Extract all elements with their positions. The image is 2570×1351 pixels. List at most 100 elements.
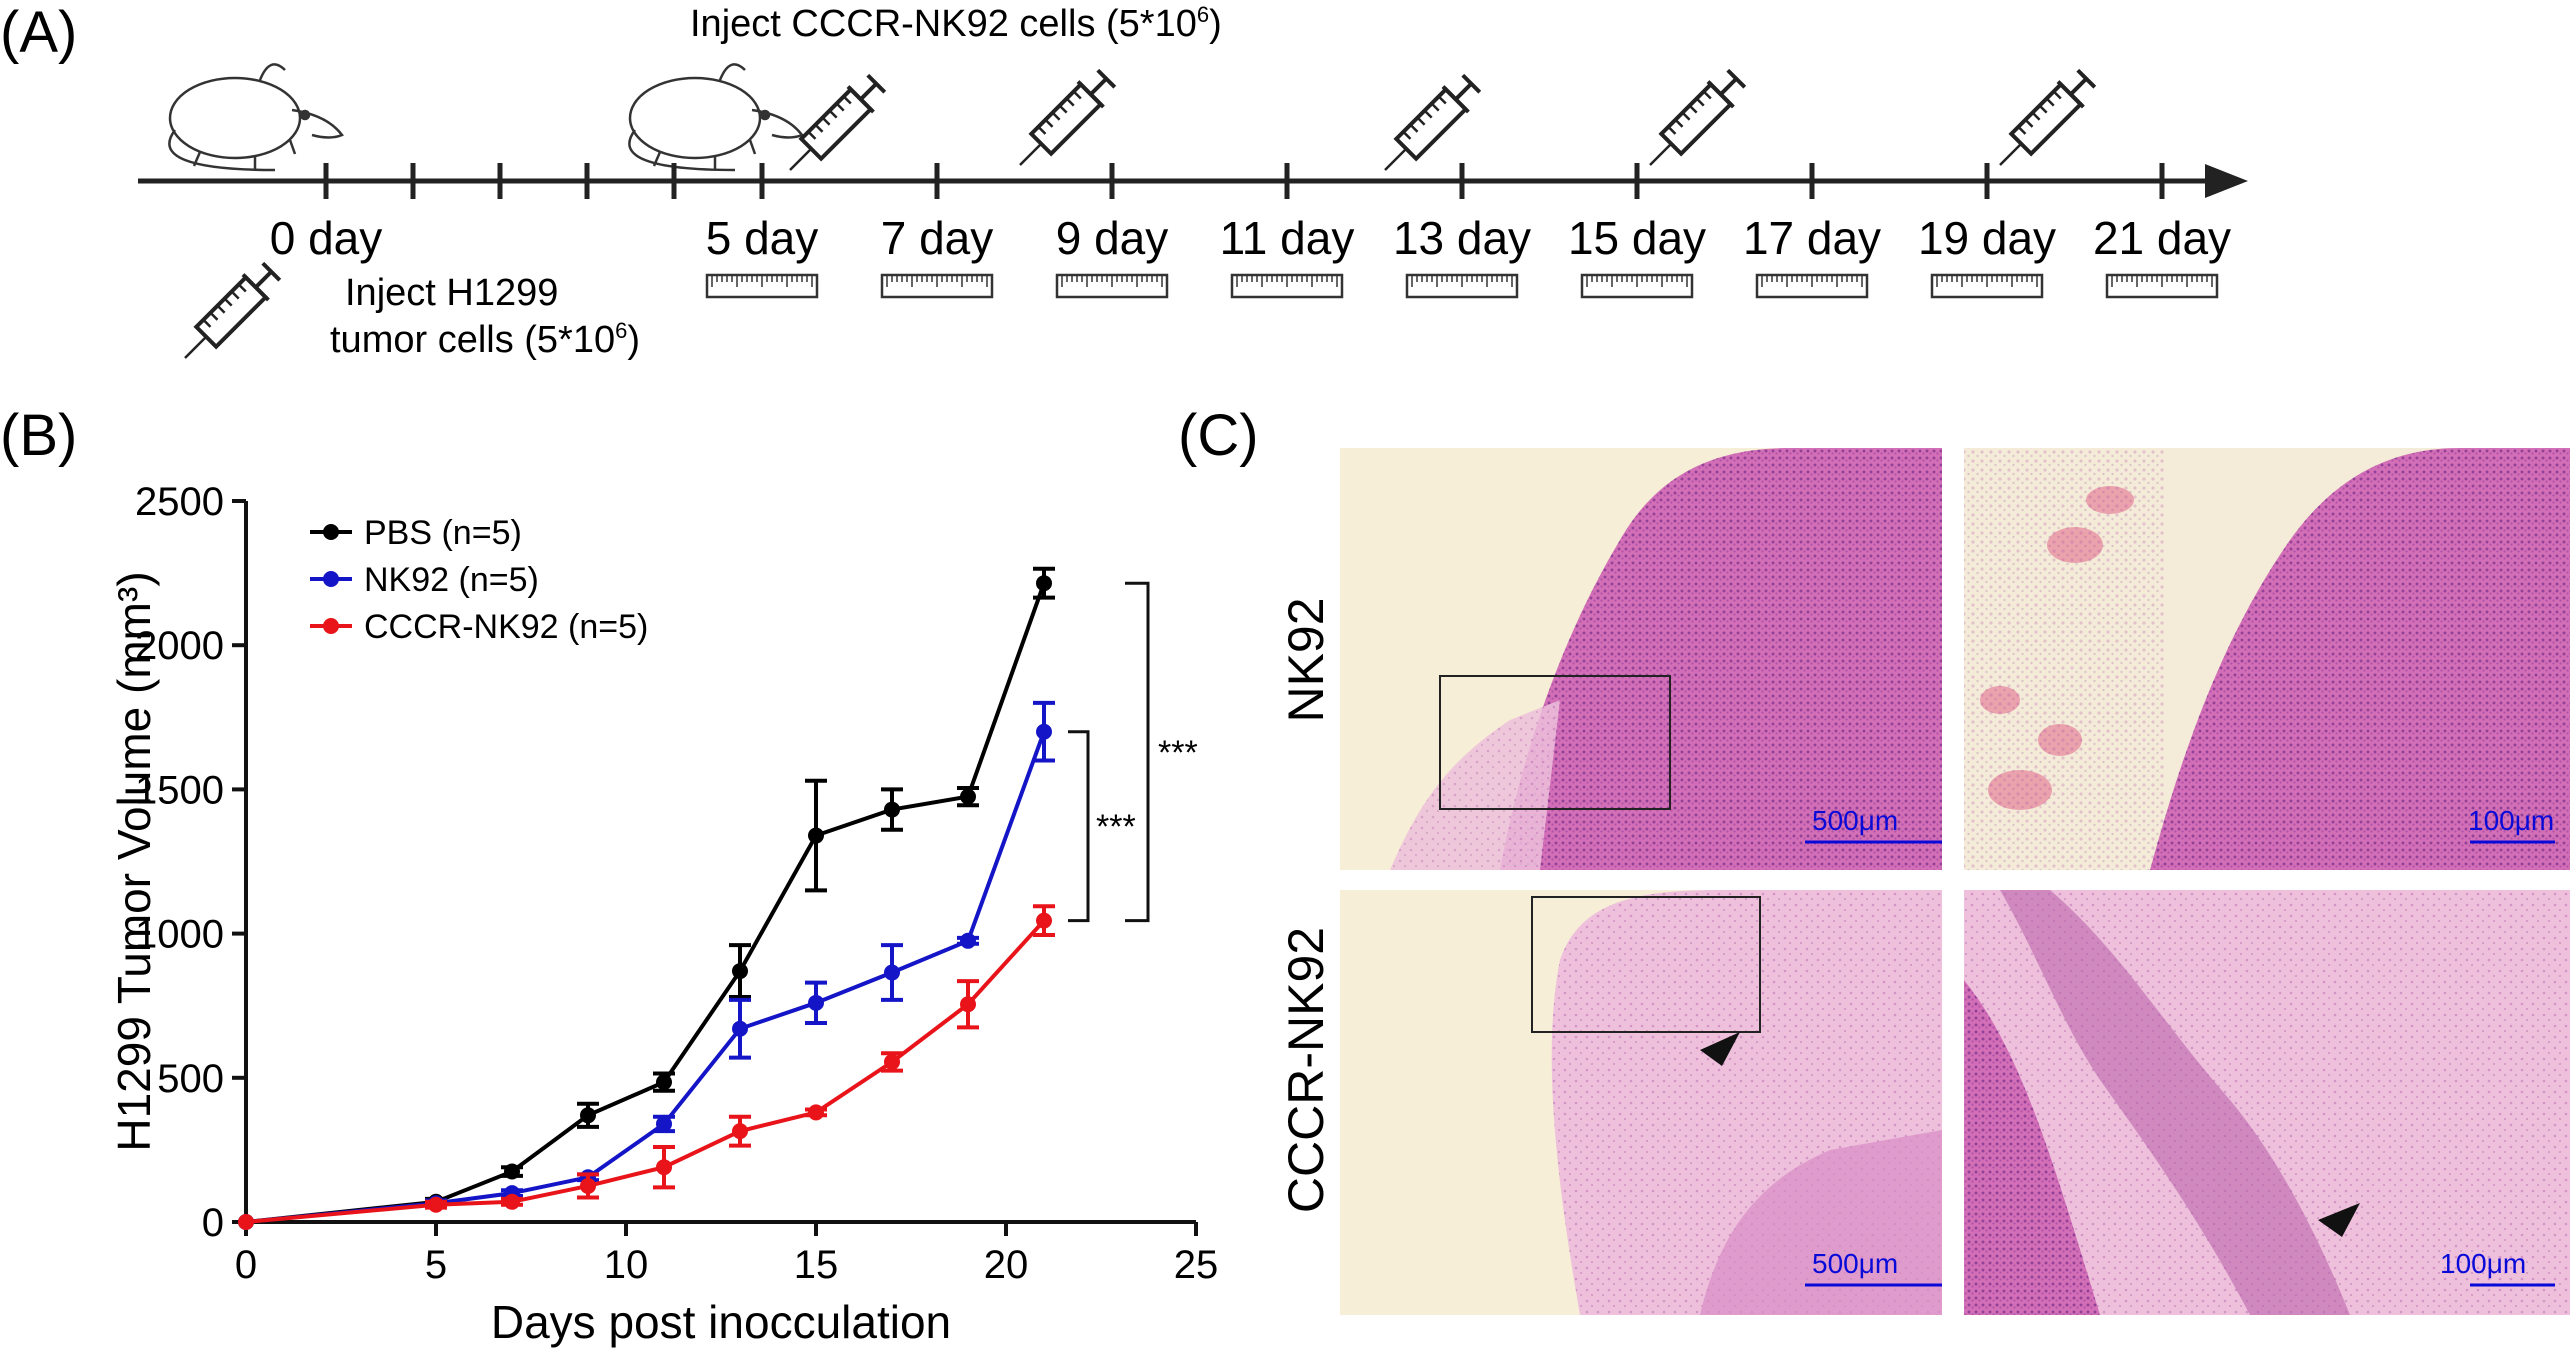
syringe-icon	[184, 261, 282, 359]
arrowhead-icon	[2318, 1203, 2360, 1237]
series-line	[245, 731, 1046, 1224]
series-0	[238, 566, 1055, 1230]
series-2	[238, 904, 1055, 1230]
x-tick-label: 0	[235, 1243, 257, 1287]
legend: PBS (n=5) NK92 (n=5) CCCR-NK92 (n=5)	[310, 514, 648, 646]
ruler-icon	[1755, 273, 1869, 299]
scalebar-label: 500μm	[1812, 805, 1898, 836]
panel-label-c: (C)	[1178, 403, 1259, 468]
legend-label: PBS (n=5)	[364, 514, 522, 552]
data-point	[656, 1074, 672, 1091]
data-point	[580, 1107, 596, 1124]
x-tick-label: 25	[1174, 1243, 1219, 1287]
x-tick-label: 5	[425, 1243, 447, 1287]
data-point	[504, 1163, 520, 1180]
data-point	[960, 788, 976, 805]
data-point	[504, 1193, 520, 1210]
series-1	[238, 700, 1055, 1230]
data-point	[732, 963, 748, 980]
timeline-day-labels: 0 day 5 day 7 day 9 day 11 day 13 day 15…	[270, 212, 2231, 264]
significance-label: ***	[1096, 808, 1136, 846]
syringe-icon	[1019, 68, 1117, 166]
syringe-icons	[184, 68, 2097, 359]
ruler-icon	[1930, 273, 2044, 299]
ruler-icon	[1230, 273, 1344, 299]
bracket	[1125, 581, 1150, 923]
syringe-icon	[1384, 73, 1482, 171]
day-label: 11 day	[1220, 212, 1355, 264]
day-label: 17 day	[1743, 212, 1881, 264]
panel-label-b: (B)	[0, 403, 77, 468]
day-label: 13 day	[1393, 212, 1531, 264]
legend-label: CCCR-NK92 (n=5)	[364, 608, 648, 646]
mouse-icon	[628, 63, 804, 172]
ruler-icons	[705, 273, 2219, 299]
day-label: 0 day	[270, 212, 383, 264]
y-tick-label: 500	[157, 1057, 224, 1101]
legend-label: NK92 (n=5)	[364, 561, 539, 599]
row-label-nk92: NK92	[1278, 597, 1334, 722]
x-tick-label: 20	[984, 1243, 1029, 1287]
significance-label: ***	[1158, 734, 1198, 772]
data-point	[580, 1177, 596, 1194]
x-axis-title: Days post inocculation	[491, 1296, 951, 1348]
series-line	[245, 919, 1046, 1224]
inject-cccr-label: Inject CCCR-NK92 cells (5*106)	[690, 2, 1222, 45]
data-point	[884, 964, 900, 981]
arrow-icon	[2205, 164, 2248, 198]
inject-h1299-label-line2: tumor cells (5*106)	[330, 318, 640, 361]
histology-image-cccr-nk92-100um: 100μm	[1964, 890, 2570, 1315]
data-point	[960, 932, 976, 949]
data-point	[732, 1123, 748, 1140]
ruler-icon	[880, 273, 994, 299]
y-tick-label: 1500	[135, 768, 224, 812]
ruler-icon	[705, 273, 819, 299]
syringe-icon	[1999, 68, 2097, 166]
data-point	[808, 1104, 824, 1121]
row-label-cccr-nk92: CCCR-NK92	[1278, 927, 1334, 1213]
inject-h1299-label-line1: Inject H1299	[345, 272, 558, 314]
x-tick-label: 10	[604, 1243, 649, 1287]
day-label: 9 day	[1056, 212, 1169, 264]
day-label: 5 day	[706, 212, 819, 264]
data-point	[1036, 912, 1052, 929]
x-tick-label: 15	[794, 1243, 839, 1287]
y-tick-label: 2500	[135, 480, 224, 524]
legend-marker	[323, 618, 339, 634]
day-label: 21 day	[2093, 212, 2231, 264]
ruler-icon	[1405, 273, 1519, 299]
data-point	[1036, 723, 1052, 740]
syringe-icon	[789, 73, 887, 171]
legend-marker	[323, 524, 339, 540]
data-point	[238, 1214, 254, 1230]
syringe-icon	[1649, 68, 1747, 166]
data-point	[884, 801, 900, 818]
data-point	[1036, 575, 1052, 592]
series-line	[245, 582, 1046, 1224]
scalebar-label: 100μm	[2468, 805, 2554, 836]
ruler-icon	[2105, 273, 2219, 299]
y-tick-label: 1000	[135, 913, 224, 957]
legend-marker	[323, 571, 339, 587]
panel-label-a: (A)	[0, 0, 77, 65]
data-point	[808, 827, 824, 844]
data-point	[656, 1159, 672, 1176]
ruler-icon	[1580, 273, 1694, 299]
data-point	[428, 1196, 444, 1213]
significance-brackets: *** ***	[1068, 581, 1198, 923]
data-point	[960, 996, 976, 1013]
data-point	[808, 994, 824, 1011]
day-label: 15 day	[1568, 212, 1706, 264]
arrowhead-icon	[1700, 1032, 1740, 1066]
data-point	[732, 1020, 748, 1037]
bracket	[1068, 730, 1090, 923]
scalebar-label: 500μm	[1812, 1248, 1898, 1279]
day-label: 19 day	[1918, 212, 2056, 264]
mouse-icon	[168, 63, 344, 172]
tumor-volume-chart: 0 500 1000 1500 2000 2500 0 5 10 15 20 25 Days post …	[108, 480, 1218, 1348]
histology-image-cccr-nk92-500um: 500μm	[1340, 890, 1942, 1315]
timeline-ticks	[323, 163, 2165, 199]
y-tick-label: 0	[202, 1201, 224, 1245]
scalebar-label: 100μm	[2440, 1248, 2526, 1279]
